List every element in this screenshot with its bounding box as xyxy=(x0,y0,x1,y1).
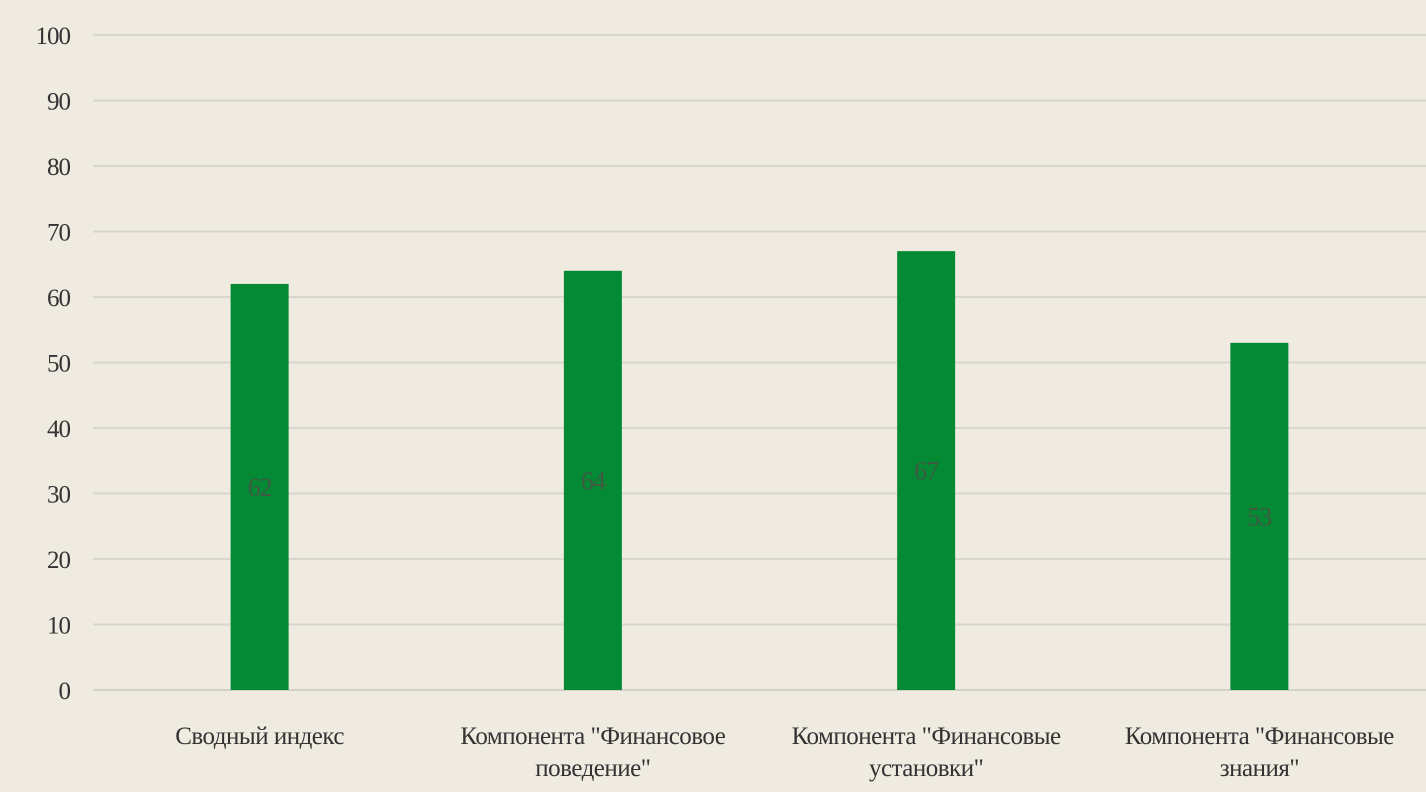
data-label: 53 xyxy=(1247,502,1271,531)
data-labels: 62 64 67 53 xyxy=(248,457,1273,532)
category-label: Сводный индекс xyxy=(175,723,344,750)
category-label: Компонента "Финансовое поведение" xyxy=(460,723,725,782)
data-label: 62 xyxy=(248,473,272,502)
category-label-line: Компонента "Финансовые xyxy=(792,723,1061,750)
data-label: 67 xyxy=(914,457,939,486)
y-tick-label: 50 xyxy=(47,351,71,378)
bar xyxy=(897,251,956,690)
y-tick-label: 10 xyxy=(47,613,71,640)
category-label: Компонента "Финансовые знания" xyxy=(1125,723,1394,782)
y-tick-label: 90 xyxy=(47,89,71,116)
y-axis-tick-labels: 0 10 20 30 40 50 60 70 80 90 100 xyxy=(36,23,72,705)
bars xyxy=(230,251,1289,690)
x-axis-category-labels: Сводный индекс Компонента "Финансовое пове… xyxy=(175,723,1395,782)
y-tick-label: 80 xyxy=(47,154,71,181)
y-tick-label: 70 xyxy=(47,220,71,247)
y-tick-label: 60 xyxy=(47,285,71,312)
category-label-line: поведение" xyxy=(535,755,650,782)
y-tick-label: 100 xyxy=(36,23,71,50)
y-tick-label: 30 xyxy=(47,482,71,509)
category-label-line: Сводный индекс xyxy=(175,723,344,750)
y-tick-label: 40 xyxy=(47,416,71,443)
category-label-line: установки" xyxy=(869,755,983,782)
data-label: 64 xyxy=(581,466,606,495)
category-label-line: Компонента "Финансовые xyxy=(1125,723,1394,750)
y-tick-label: 0 xyxy=(59,678,71,705)
category-label: Компонента "Финансовые установки" xyxy=(792,723,1061,782)
category-label-line: знания" xyxy=(1220,755,1299,782)
category-label-line: Компонента "Финансовое xyxy=(460,723,725,750)
gridlines xyxy=(93,34,1426,691)
y-tick-label: 20 xyxy=(47,547,71,574)
bar xyxy=(563,270,622,690)
bar xyxy=(230,283,289,690)
bar xyxy=(1230,342,1289,690)
